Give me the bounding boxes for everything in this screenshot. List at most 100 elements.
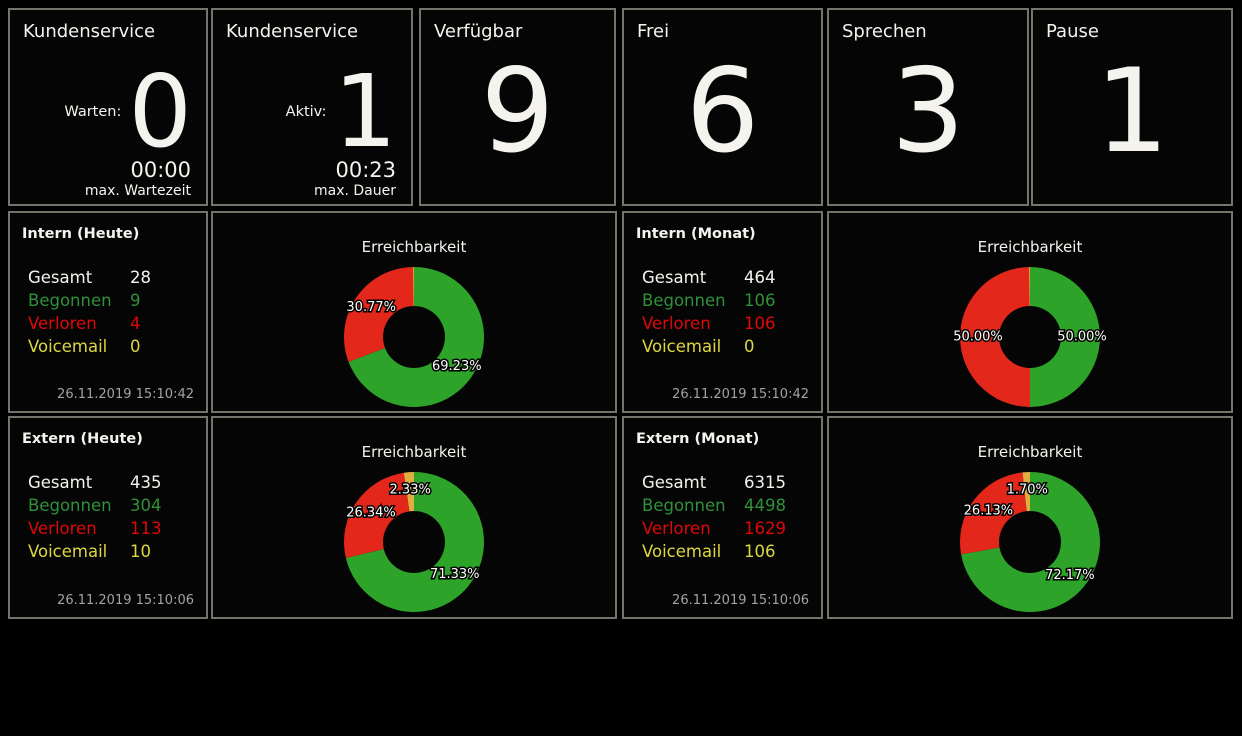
kpi-value: 1 (333, 53, 397, 170)
svg-text:50.00%: 50.00% (1057, 330, 1107, 345)
stat-value: 464 (744, 268, 776, 287)
stat-label: Begonnen (28, 496, 112, 515)
status-pause-panel: Pause 1 (1031, 8, 1233, 206)
timestamp: 26.11.2019 15:10:42 (672, 387, 809, 402)
stats-table: Gesamt 6315 Begonnen 4498 Verloren 1629 Voi… (624, 471, 821, 563)
erreichbarkeit-donut: 72.17% 26.13% 1.70% (950, 462, 1110, 622)
status-sprechen-panel: Sprechen 3 (827, 8, 1029, 206)
kpi-active: Aktiv: 1 (213, 53, 411, 170)
stat-label: Gesamt (28, 268, 93, 287)
stat-row-verloren: Verloren 4 (28, 312, 206, 335)
svg-text:2.33%: 2.33% (390, 483, 431, 498)
stat-row-gesamt: Gesamt 464 (642, 266, 821, 289)
svg-text:26.13%: 26.13% (964, 503, 1014, 518)
stat-label: Verloren (28, 314, 97, 333)
stat-value: 10 (130, 542, 151, 561)
panel-title: Intern (Heute) (22, 226, 140, 242)
intern-monat-stats-panel: Intern (Monat) Gesamt 464 Begonnen 106 Ver… (622, 211, 823, 413)
status-count: 3 (891, 44, 965, 179)
erreichbarkeit-donut: 50.00% 50.00% (950, 257, 1110, 417)
stat-value: 435 (130, 473, 162, 492)
stat-label: Voicemail (28, 337, 108, 356)
kpi-time-label: max. Dauer (313, 183, 396, 199)
svg-text:26.34%: 26.34% (346, 505, 396, 520)
stat-row-begonnen: Begonnen 304 (28, 494, 206, 517)
kpi-waiting: Warten: 0 (10, 53, 206, 170)
stat-label: Gesamt (642, 473, 707, 492)
queue-active-panel: Kundenservice Aktiv: 1 00:23 max. Dauer (211, 8, 413, 206)
stats-table: Gesamt 464 Begonnen 106 Verloren 106 Voicem… (624, 266, 821, 358)
chart-title: Erreichbarkeit (361, 238, 467, 256)
stat-row-verloren: Verloren 1629 (642, 517, 821, 540)
svg-text:71.33%: 71.33% (430, 567, 480, 582)
stat-row-gesamt: Gesamt 28 (28, 266, 206, 289)
stat-row-voicemail: Voicemail 106 (642, 540, 821, 563)
timestamp: 26.11.2019 15:10:06 (672, 593, 809, 608)
panel-title: Pause (1046, 21, 1099, 42)
stats-table: Gesamt 435 Begonnen 304 Verloren 113 Voicem… (10, 471, 206, 563)
stat-label: Begonnen (642, 496, 726, 515)
timestamp: 26.11.2019 15:10:06 (57, 593, 194, 608)
status-count: 1 (1095, 44, 1169, 179)
intern-heute-chart-panel: Erreichbarkeit 69.23% 30.77% (211, 211, 617, 413)
kpi-time-label: max. Wartezeit (84, 183, 191, 199)
stat-row-begonnen: Begonnen 9 (28, 289, 206, 312)
stats-table: Gesamt 28 Begonnen 9 Verloren 4 Voicemail 0 (10, 266, 206, 358)
stat-label: Gesamt (642, 268, 707, 287)
stat-row-verloren: Verloren 106 (642, 312, 821, 335)
stat-value: 4 (130, 314, 141, 333)
erreichbarkeit-donut: 71.33% 26.34% 2.33% (334, 462, 494, 622)
svg-text:69.23%: 69.23% (432, 359, 482, 374)
stat-row-voicemail: Voicemail 0 (28, 335, 206, 358)
panel-title: Kundenservice (23, 21, 156, 42)
panel-title: Sprechen (842, 21, 927, 42)
status-frei-panel: Frei 6 (622, 8, 823, 206)
chart-title: Erreichbarkeit (361, 443, 467, 461)
stat-label: Voicemail (642, 337, 722, 356)
panel-title: Extern (Monat) (636, 431, 760, 447)
stat-row-begonnen: Begonnen 106 (642, 289, 821, 312)
stat-value: 304 (130, 496, 162, 515)
kpi-time: 00:23 (335, 158, 396, 182)
chart-title: Erreichbarkeit (977, 443, 1083, 461)
stat-value: 0 (744, 337, 755, 356)
erreichbarkeit-donut: 69.23% 30.77% (334, 257, 494, 417)
svg-text:1.70%: 1.70% (1007, 483, 1048, 498)
stat-value: 0 (130, 337, 141, 356)
panel-title: Frei (637, 21, 670, 42)
kpi-time: 00:00 (130, 158, 191, 182)
svg-text:72.17%: 72.17% (1045, 568, 1095, 583)
stat-row-gesamt: Gesamt 6315 (642, 471, 821, 494)
stat-row-voicemail: Voicemail 0 (642, 335, 821, 358)
panel-title: Verfügbar (434, 21, 523, 42)
kpi-value: 0 (128, 53, 192, 170)
svg-text:30.77%: 30.77% (346, 300, 396, 315)
stat-label: Begonnen (28, 291, 112, 310)
stat-row-gesamt: Gesamt 435 (28, 471, 206, 494)
stat-label: Verloren (642, 314, 711, 333)
extern-heute-chart-panel: Erreichbarkeit 71.33% 26.34% 2.33% (211, 416, 617, 619)
stat-value: 4498 (744, 496, 786, 515)
kpi-label: Warten: (64, 104, 122, 120)
chart-title: Erreichbarkeit (977, 238, 1083, 256)
extern-monat-stats-panel: Extern (Monat) Gesamt 6315 Begonnen 4498 V… (622, 416, 823, 619)
timestamp: 26.11.2019 15:10:42 (57, 387, 194, 402)
stat-label: Verloren (28, 519, 97, 538)
stat-label: Voicemail (642, 542, 722, 561)
stat-row-voicemail: Voicemail 10 (28, 540, 206, 563)
kpi-label: Aktiv: (285, 104, 327, 120)
stat-value: 6315 (744, 473, 786, 492)
stat-row-begonnen: Begonnen 4498 (642, 494, 821, 517)
status-count: 6 (685, 44, 760, 179)
stat-value: 106 (744, 542, 776, 561)
stat-value: 9 (130, 291, 141, 310)
panel-title: Extern (Heute) (22, 431, 143, 447)
stat-label: Voicemail (28, 542, 108, 561)
panel-title: Kundenservice (226, 21, 359, 42)
stat-value: 1629 (744, 519, 786, 538)
queue-waiting-panel: Kundenservice Warten: 0 00:00 max. Warte… (8, 8, 208, 206)
status-verfuegbar-panel: Verfügbar 9 (419, 8, 616, 206)
stat-value: 106 (744, 291, 776, 310)
status-count: 9 (480, 44, 555, 179)
